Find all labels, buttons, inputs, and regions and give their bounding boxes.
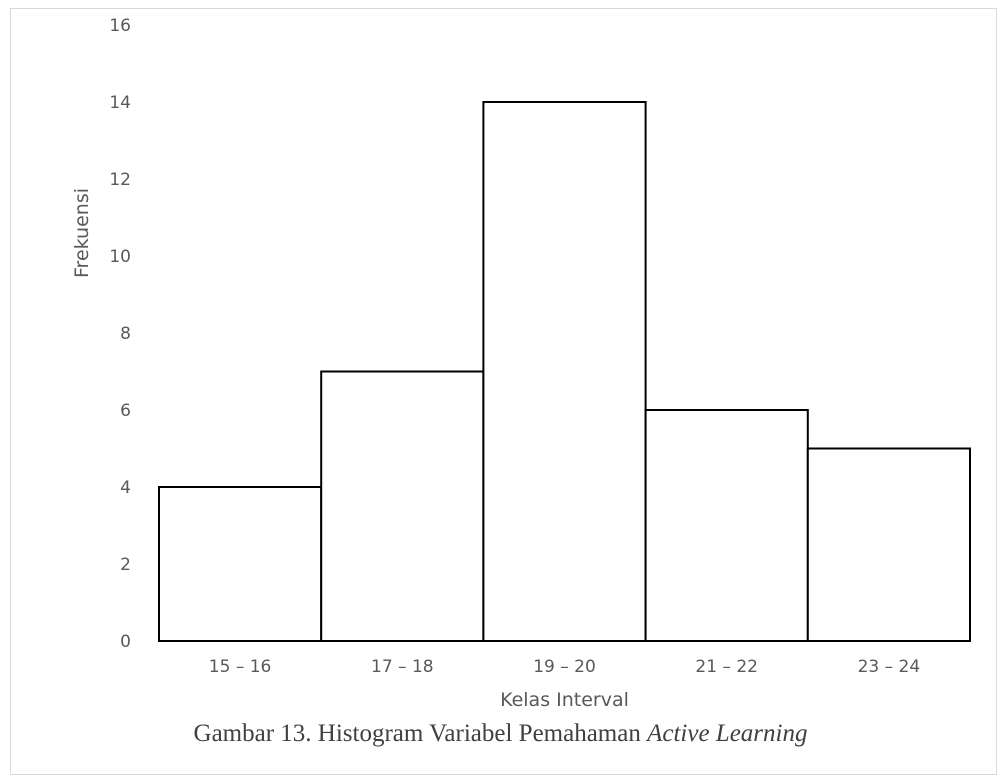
y-tick-label: 6 — [120, 401, 131, 421]
y-tick-label: 14 — [109, 93, 131, 113]
x-tick-label: 15 – 16 — [209, 657, 272, 677]
x-tick-label: 19 – 20 — [533, 657, 596, 677]
bar-3 — [482, 101, 647, 642]
y-tick-label: 2 — [120, 555, 131, 575]
x-tick-label: 23 – 24 — [858, 657, 921, 677]
y-tick-label: 4 — [120, 478, 131, 498]
y-axis-title: Frekuensi — [71, 188, 93, 278]
x-axis-title: Kelas Interval — [500, 689, 629, 711]
bar-1 — [158, 486, 323, 642]
y-tick-label: 8 — [120, 324, 131, 344]
figure-caption: Gambar 13. Histogram Variabel Pemahaman … — [0, 720, 1001, 748]
y-tick-label: 12 — [109, 170, 131, 190]
caption-italic-text: Active Learning — [647, 720, 808, 747]
x-tick-label: 17 – 18 — [371, 657, 434, 677]
y-tick-label: 10 — [109, 247, 131, 267]
chart-frame — [10, 8, 997, 775]
caption-text: Gambar 13. Histogram Variabel Pemahaman — [193, 720, 648, 747]
bars-group — [158, 101, 971, 642]
bar-5 — [806, 447, 971, 642]
x-tick-labels: 15 – 16 17 – 18 19 – 20 21 – 22 23 – 24 — [209, 657, 920, 677]
y-tick-label: 16 — [109, 16, 131, 36]
x-tick-label: 21 – 22 — [695, 657, 758, 677]
bar-4 — [644, 409, 809, 642]
y-tick-label: 0 — [120, 632, 131, 652]
y-tick-labels: 0 2 4 6 8 10 12 14 16 — [109, 16, 131, 652]
bar-2 — [320, 370, 485, 642]
